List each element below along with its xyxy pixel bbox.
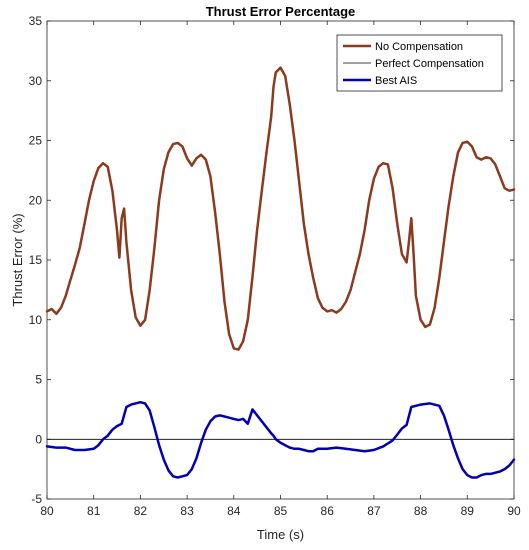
y-tick-label: 15 bbox=[29, 253, 43, 267]
plot-area: 80 81 82 83 84 85 86 87 88 89 90 -5 0 5 10 15 20 25 30 35 bbox=[29, 14, 521, 518]
x-tick-label: 89 bbox=[461, 504, 475, 518]
legend-label: Best AIS bbox=[375, 75, 417, 87]
y-tick-label: 35 bbox=[29, 14, 43, 28]
y-tick-label: 20 bbox=[29, 193, 43, 207]
x-tick-label: 87 bbox=[367, 504, 381, 518]
x-tick-label: 86 bbox=[321, 504, 335, 518]
x-tick-label: 88 bbox=[414, 504, 428, 518]
series-line-best-ais bbox=[45, 400, 516, 479]
y-tick-label: 25 bbox=[29, 134, 43, 148]
legend: No Compensation Perfect Compensation Best … bbox=[336, 34, 503, 92]
x-tick-label: 83 bbox=[180, 504, 194, 518]
x-tick-label: 81 bbox=[87, 504, 101, 518]
x-axis-label: Time (s) bbox=[257, 527, 304, 542]
series-line-no-compensation bbox=[45, 66, 516, 351]
y-axis-label: Thrust Error (%) bbox=[10, 213, 25, 306]
y-tick-label: 0 bbox=[35, 432, 42, 446]
y-tick-label: -5 bbox=[31, 492, 42, 506]
y-tick-label: 30 bbox=[29, 74, 43, 88]
legend-label: Perfect Compensation bbox=[375, 58, 484, 70]
chart-title: Thrust Error Percentage bbox=[206, 4, 356, 19]
x-tick-label: 82 bbox=[134, 504, 148, 518]
x-tick-label: 80 bbox=[40, 504, 54, 518]
y-tick-label: 10 bbox=[29, 313, 43, 327]
y-tick-label: 5 bbox=[35, 373, 42, 387]
x-tick-label: 85 bbox=[274, 504, 288, 518]
x-tick-label: 90 bbox=[507, 504, 521, 518]
legend-label: No Compensation bbox=[375, 41, 463, 53]
x-tick-label: 84 bbox=[227, 504, 241, 518]
